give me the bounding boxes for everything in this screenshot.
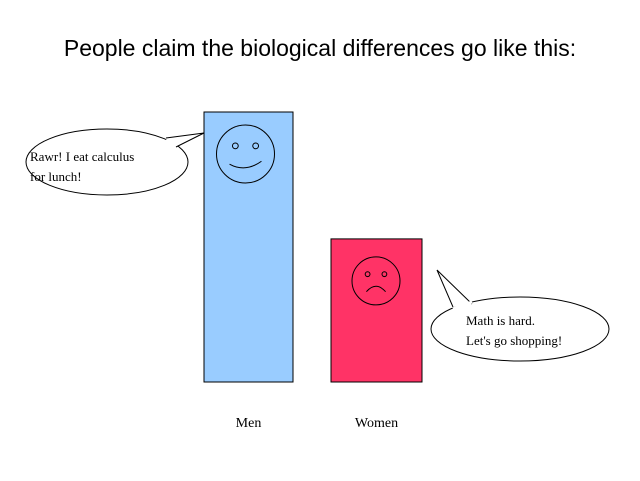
speech-bubble-men: Rawr! I eat calculus for lunch! (25, 128, 205, 196)
category-label-women: Women (355, 416, 398, 431)
frowny-face-icon (351, 256, 401, 306)
category-label-men: Men (236, 416, 262, 431)
smiley-face-icon (216, 124, 275, 184)
speech-bubble-women: Math is hard. Let's go shopping! (430, 269, 610, 362)
speech-bubble-text: Let's go shopping! (466, 333, 562, 348)
speech-bubble-text: Rawr! I eat calculus (30, 149, 134, 164)
page-title: People claim the biological differences … (63, 35, 577, 61)
bar-men (203, 111, 294, 383)
speech-bubble-text: Math is hard. (466, 313, 535, 328)
bar-women (330, 238, 423, 383)
speech-bubble-text: for lunch! (30, 169, 82, 184)
